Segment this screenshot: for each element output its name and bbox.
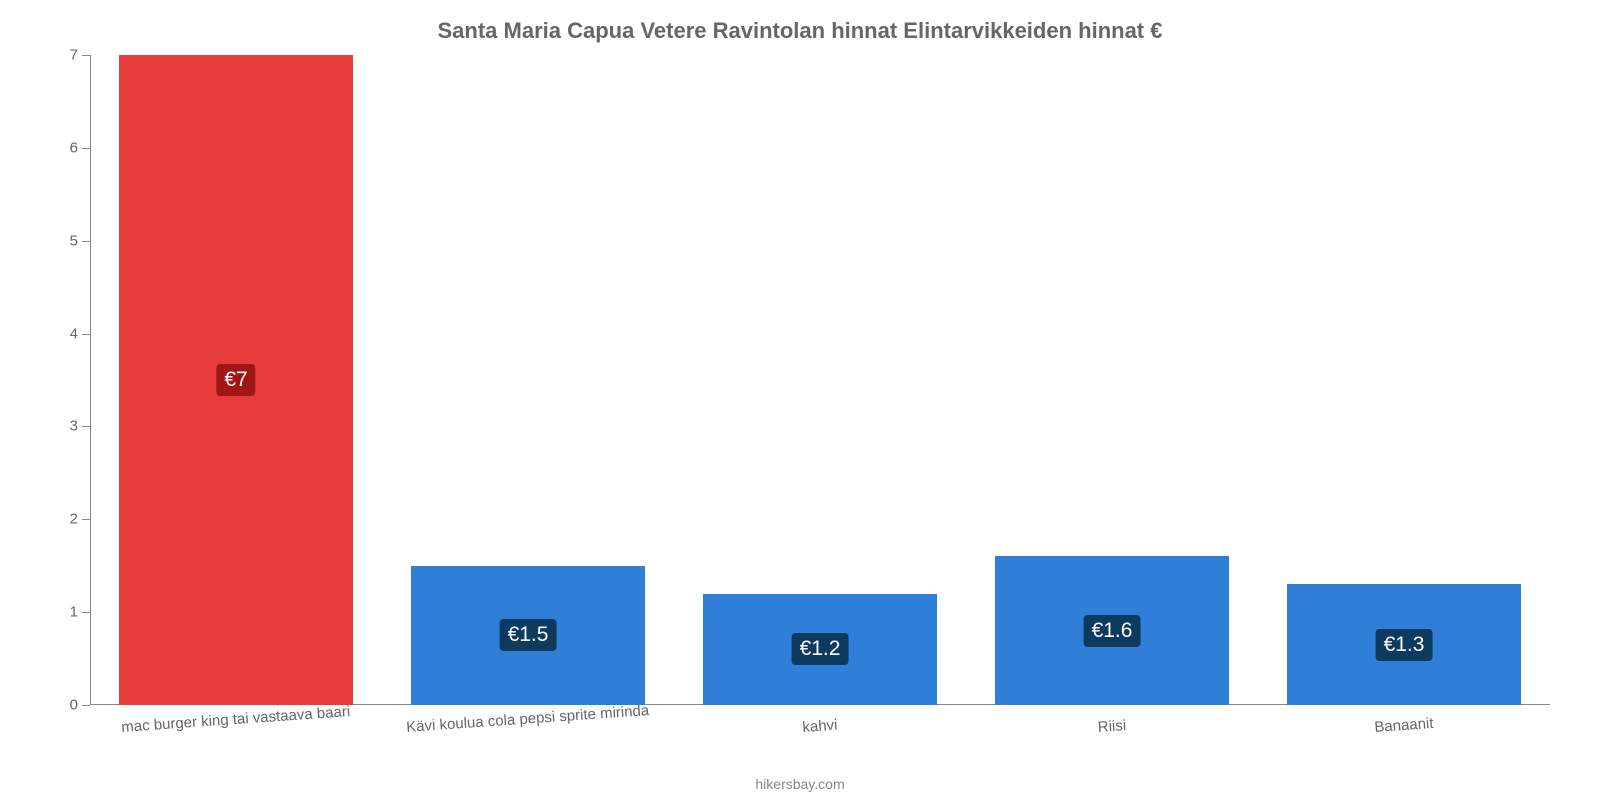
- bar-value-label: €1.5: [500, 619, 557, 651]
- bar-value-label: €1.2: [792, 633, 849, 665]
- plot-area: 01234567€7mac burger king tai vastaava b…: [90, 55, 1550, 705]
- x-tick-label: Kävi koulua cola pepsi sprite mirinda: [406, 702, 650, 736]
- bar-value-label: €1.6: [1084, 615, 1141, 647]
- y-tick: [82, 705, 90, 706]
- bar-value-label: €7: [216, 364, 255, 396]
- y-tick: [82, 426, 90, 427]
- y-tick-label: 6: [38, 139, 78, 156]
- x-tick-label: mac burger king tai vastaava baari: [121, 703, 351, 736]
- x-tick-label: kahvi: [802, 717, 838, 736]
- y-tick-label: 5: [38, 232, 78, 249]
- chart-title: Santa Maria Capua Vetere Ravintolan hinn…: [0, 18, 1600, 44]
- y-tick-label: 4: [38, 325, 78, 342]
- y-tick-label: 3: [38, 418, 78, 435]
- y-tick: [82, 241, 90, 242]
- y-tick: [82, 55, 90, 56]
- y-tick-label: 1: [38, 604, 78, 621]
- x-tick-label: Riisi: [1097, 717, 1126, 736]
- x-tick-label: Banaanit: [1374, 715, 1434, 736]
- y-tick: [82, 519, 90, 520]
- attribution-text: hikersbay.com: [0, 776, 1600, 792]
- y-tick-label: 2: [38, 511, 78, 528]
- y-tick-label: 0: [38, 697, 78, 714]
- y-tick: [82, 334, 90, 335]
- y-axis-line: [90, 55, 91, 705]
- bar-value-label: €1.3: [1376, 629, 1433, 661]
- y-tick-label: 7: [38, 47, 78, 64]
- price-bar-chart: Santa Maria Capua Vetere Ravintolan hinn…: [0, 0, 1600, 800]
- y-tick: [82, 612, 90, 613]
- y-tick: [82, 148, 90, 149]
